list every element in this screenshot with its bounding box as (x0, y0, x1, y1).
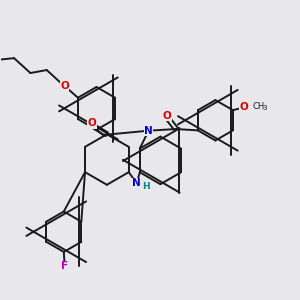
Text: 3: 3 (263, 105, 267, 111)
Text: N: N (132, 178, 141, 188)
Text: N: N (144, 126, 153, 136)
Text: CH: CH (253, 102, 265, 111)
Text: F: F (61, 261, 68, 271)
Text: O: O (88, 118, 96, 128)
Text: O: O (163, 111, 172, 121)
Text: H: H (142, 182, 150, 191)
Text: O: O (60, 81, 69, 92)
Text: O: O (240, 102, 249, 112)
